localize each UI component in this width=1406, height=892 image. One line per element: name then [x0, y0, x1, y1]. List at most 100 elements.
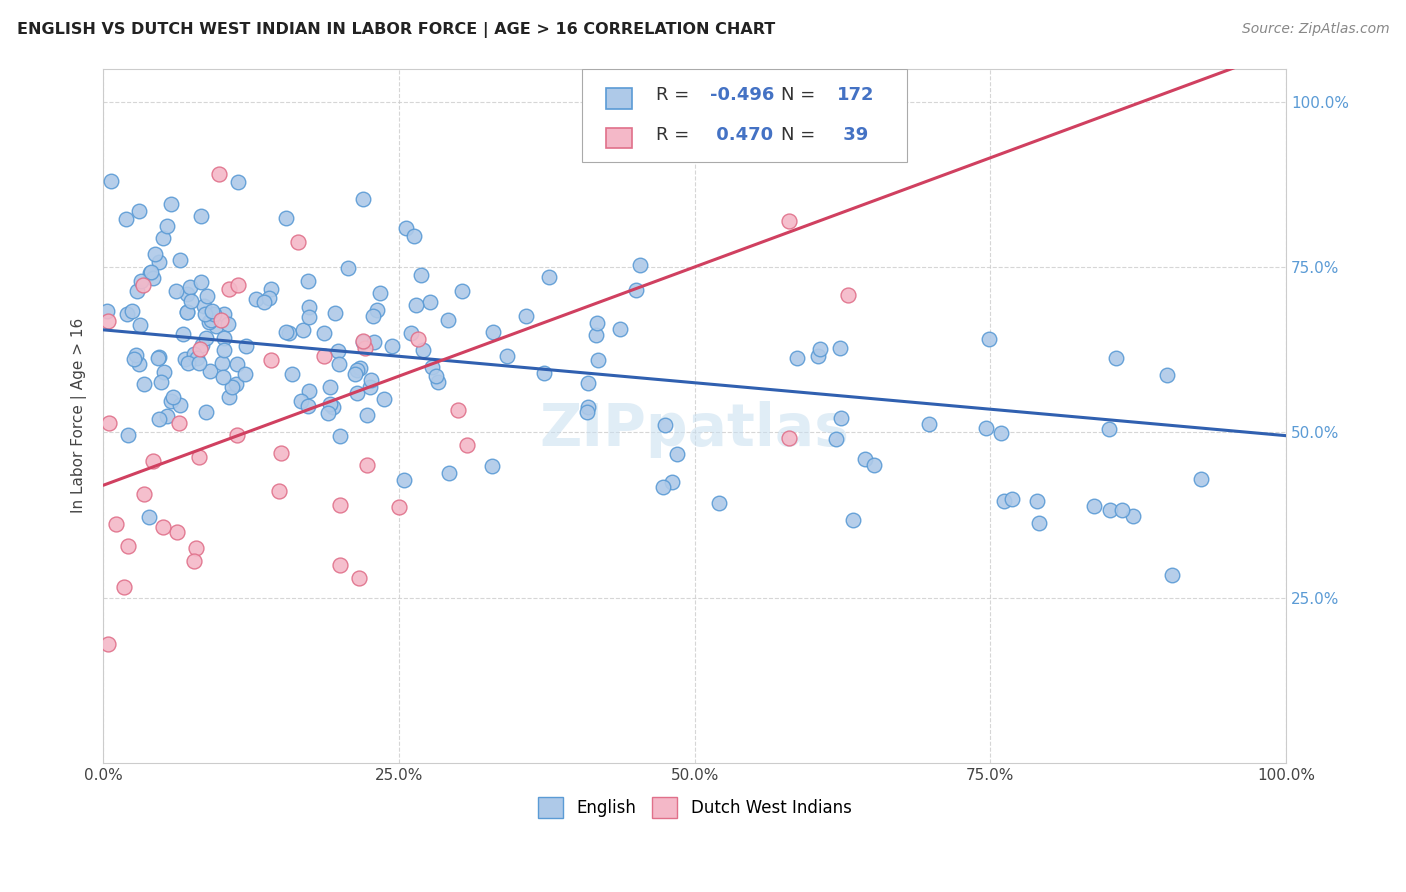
Point	[253, 294, 276, 309]
Point	[195, 405, 218, 419]
Point	[152, 520, 174, 534]
Point	[399, 326, 422, 341]
Point	[356, 408, 378, 422]
Point	[538, 269, 561, 284]
Point	[218, 390, 240, 404]
Point	[274, 325, 297, 339]
Point	[1161, 567, 1184, 582]
Point	[188, 342, 211, 356]
Point	[329, 429, 352, 443]
Point	[343, 367, 366, 381]
Point	[148, 254, 170, 268]
Point	[128, 204, 150, 219]
Point	[298, 301, 321, 315]
Point	[148, 411, 170, 425]
Text: -0.496: -0.496	[710, 86, 775, 103]
Point	[97, 637, 120, 651]
Point	[586, 353, 609, 368]
Point	[233, 367, 256, 381]
Point	[117, 307, 139, 321]
Point	[654, 417, 676, 432]
Point	[139, 266, 162, 280]
Point	[278, 326, 301, 341]
Point	[115, 211, 138, 226]
Point	[830, 411, 852, 425]
Point	[381, 339, 404, 353]
Point	[201, 304, 224, 318]
Point	[312, 326, 335, 340]
Point	[143, 247, 166, 261]
Point	[125, 348, 148, 362]
Point	[204, 307, 226, 321]
Point	[328, 357, 350, 371]
Point	[609, 321, 631, 335]
Point	[576, 376, 599, 391]
Point	[585, 316, 607, 330]
Point	[160, 197, 183, 211]
Point	[167, 416, 190, 430]
Point	[1001, 492, 1024, 507]
Point	[112, 580, 135, 594]
Point	[260, 353, 283, 368]
Point	[786, 351, 808, 365]
Point	[990, 425, 1012, 440]
Point	[166, 284, 188, 298]
Point	[197, 289, 219, 303]
Point	[807, 349, 830, 363]
Point	[205, 318, 228, 333]
Point	[139, 265, 162, 279]
Point	[198, 315, 221, 329]
Point	[198, 364, 221, 378]
Point	[808, 343, 831, 357]
Point	[97, 314, 120, 328]
Point	[329, 558, 352, 572]
Point	[349, 361, 371, 376]
Point	[190, 275, 212, 289]
Point	[450, 285, 472, 299]
Text: R =: R =	[655, 86, 695, 103]
Point	[128, 318, 150, 332]
Point	[1098, 503, 1121, 517]
Point	[481, 459, 503, 474]
Point	[419, 294, 441, 309]
Point	[129, 274, 152, 288]
Point	[298, 310, 321, 324]
Point	[651, 480, 673, 494]
Point	[1028, 516, 1050, 531]
Point	[388, 500, 411, 514]
Point	[122, 351, 145, 366]
Point	[290, 394, 312, 409]
Text: 39: 39	[837, 126, 868, 144]
Point	[624, 283, 647, 297]
Point	[778, 213, 800, 227]
Point	[226, 175, 249, 189]
Point	[661, 475, 683, 489]
Point	[329, 499, 352, 513]
FancyBboxPatch shape	[606, 88, 633, 109]
Point	[297, 399, 319, 413]
Point	[863, 458, 886, 473]
Point	[195, 331, 218, 345]
Point	[1122, 509, 1144, 524]
Point	[97, 417, 120, 431]
Point	[368, 286, 391, 301]
FancyBboxPatch shape	[606, 128, 633, 148]
Point	[177, 356, 200, 370]
Point	[425, 368, 447, 383]
Point	[190, 338, 212, 352]
Point	[217, 318, 239, 332]
Point	[709, 496, 731, 510]
Point	[1105, 351, 1128, 365]
Point	[148, 350, 170, 364]
Point	[515, 309, 537, 323]
Point	[322, 401, 344, 415]
Point	[409, 268, 432, 282]
Point	[183, 347, 205, 361]
Point	[352, 192, 374, 206]
Text: 172: 172	[837, 86, 875, 103]
Point	[211, 312, 233, 326]
Point	[1097, 422, 1119, 436]
Point	[117, 539, 139, 553]
Point	[426, 375, 449, 389]
Point	[134, 376, 156, 391]
